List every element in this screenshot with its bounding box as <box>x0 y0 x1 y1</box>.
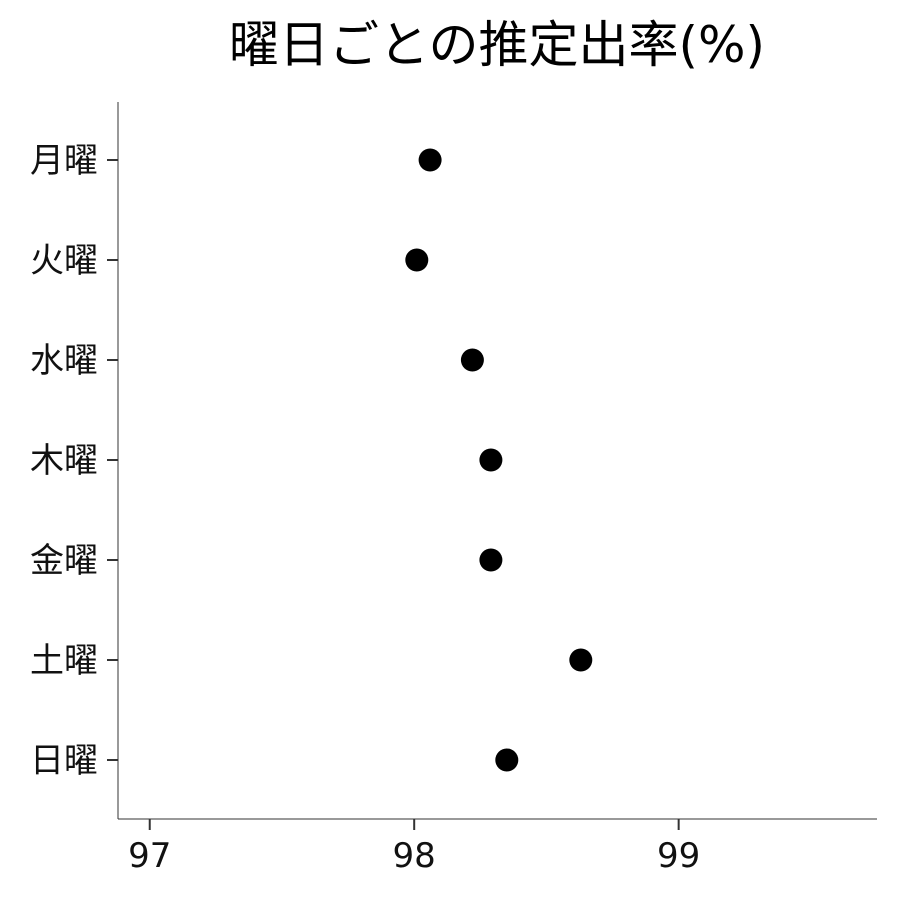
y-tick-label: 土曜 <box>30 641 98 681</box>
data-point <box>479 548 503 572</box>
data-point <box>495 748 519 772</box>
x-tick-label: 97 <box>128 836 171 876</box>
y-tick-label: 火曜 <box>30 241 98 281</box>
x-tick-label: 98 <box>393 836 436 876</box>
y-tick-label: 金曜 <box>30 541 98 581</box>
data-point <box>569 648 593 672</box>
y-tick-label: 水曜 <box>30 341 98 381</box>
data-point <box>405 248 429 272</box>
y-tick-label: 木曜 <box>30 441 98 481</box>
x-axis: 97 98 99 <box>128 819 700 876</box>
chart-title: 曜日ごとの推定出率(%) <box>229 16 765 74</box>
data-point <box>460 348 484 372</box>
y-tick-label: 月曜 <box>30 141 98 181</box>
data-points <box>405 148 593 772</box>
data-point <box>418 148 442 172</box>
data-point <box>479 448 503 472</box>
x-tick-label: 99 <box>657 836 700 876</box>
y-tick-label: 日曜 <box>30 741 98 781</box>
